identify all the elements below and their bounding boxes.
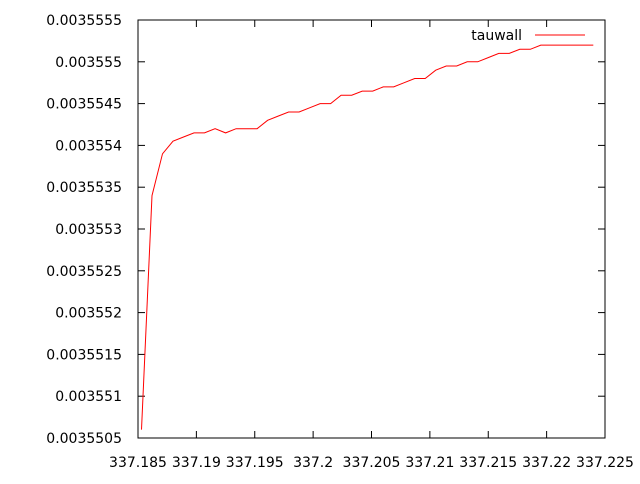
x-tick-label: 337.22	[522, 455, 571, 471]
x-tick-label: 337.195	[226, 455, 284, 471]
y-tick-label: 0.0035505	[46, 431, 122, 447]
y-tick-label: 0.003555	[55, 55, 122, 71]
legend-label: tauwall	[471, 28, 522, 44]
x-tick-label: 337.185	[109, 455, 167, 471]
legend: tauwall	[471, 28, 585, 44]
y-tick-label: 0.003551	[55, 389, 122, 405]
y-axis: 0.0035505 0.003551 0.0035515 0.003552 0.0035…	[46, 13, 605, 447]
y-tick-label: 0.0035535	[46, 180, 122, 196]
x-axis: 337.185 337.19 337.195 337.2 337.205 337.21 33…	[109, 20, 634, 471]
x-tick-label: 337.2	[293, 455, 333, 471]
y-tick-label: 0.0035525	[46, 264, 122, 280]
y-tick-label: 0.0035555	[46, 13, 122, 29]
y-tick-label: 0.003552	[55, 306, 122, 322]
series-line-tauwall	[141, 44, 594, 430]
y-tick-label: 0.0035515	[46, 347, 122, 363]
x-tick-label: 337.225	[576, 455, 634, 471]
x-tick-label: 337.19	[172, 455, 221, 471]
series-layer	[141, 44, 594, 430]
y-tick-label: 0.003554	[55, 138, 122, 154]
x-tick-label: 337.215	[459, 455, 517, 471]
y-tick-label: 0.003553	[55, 222, 122, 238]
x-tick-label: 337.205	[343, 455, 401, 471]
y-tick-label: 0.0035545	[46, 97, 122, 113]
plot-frame	[137, 19, 606, 439]
x-tick-label: 337.21	[405, 455, 454, 471]
